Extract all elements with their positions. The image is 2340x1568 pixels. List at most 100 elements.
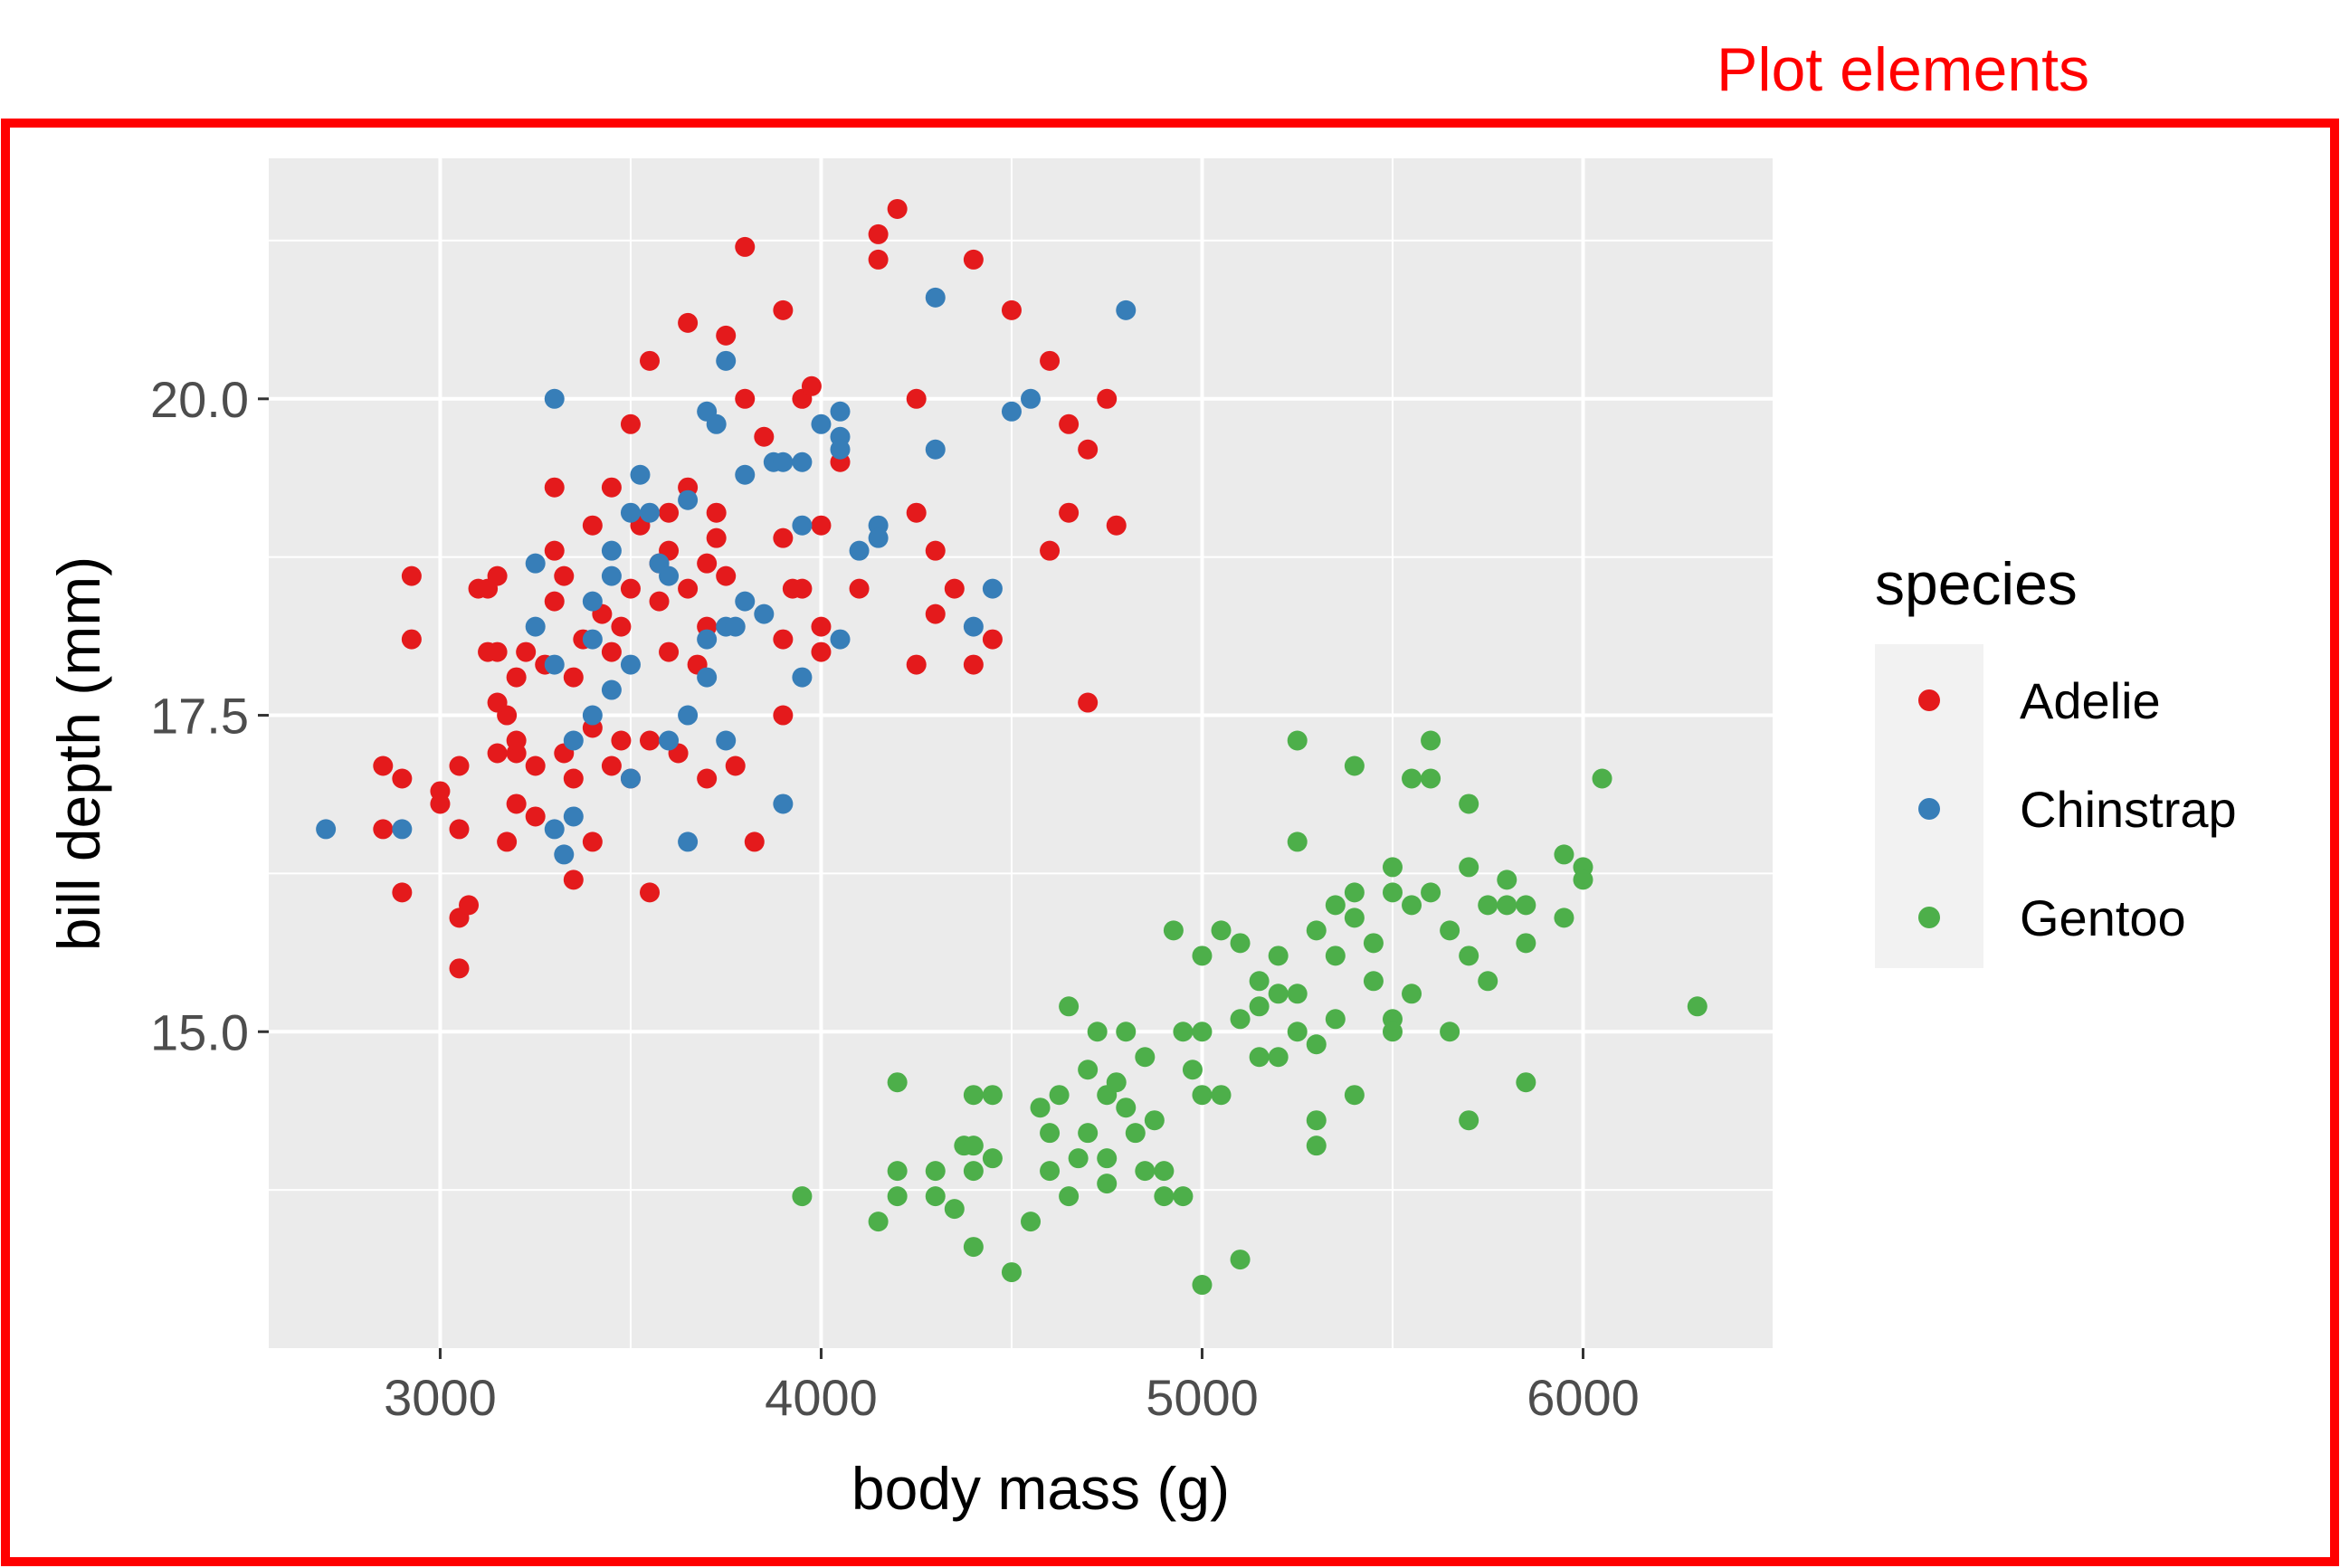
point-adelie [554, 565, 575, 586]
point-gentoo [1001, 1262, 1022, 1283]
point-gentoo [982, 1148, 1003, 1169]
point-adelie [563, 667, 584, 688]
point-adelie [449, 819, 470, 840]
point-adelie [678, 312, 699, 333]
point-chinstrap [392, 819, 413, 840]
point-adelie [611, 616, 632, 637]
point-gentoo [1163, 920, 1184, 941]
point-adelie [640, 882, 661, 903]
point-adelie [868, 223, 889, 244]
y-axis-title: bill depth (mm) [45, 556, 112, 951]
point-chinstrap [982, 578, 1003, 599]
point-adelie [497, 832, 518, 852]
point-gentoo [887, 1186, 908, 1207]
point-gentoo [1192, 1275, 1213, 1296]
point-gentoo [1040, 1123, 1061, 1144]
point-gentoo [1182, 1060, 1203, 1080]
point-adelie [925, 603, 946, 624]
point-gentoo [982, 1085, 1003, 1106]
point-chinstrap [544, 654, 565, 675]
point-adelie [659, 502, 680, 523]
point-gentoo [1421, 768, 1441, 789]
point-gentoo [1478, 971, 1498, 992]
point-adelie [925, 540, 946, 561]
point-chinstrap [582, 629, 603, 650]
point-gentoo [1344, 755, 1365, 776]
point-chinstrap [830, 401, 851, 422]
point-adelie [659, 641, 680, 662]
point-chinstrap [630, 464, 651, 485]
point-chinstrap [582, 591, 603, 612]
point-gentoo [1116, 1098, 1137, 1118]
point-chinstrap [925, 287, 946, 308]
point-chinstrap [601, 679, 622, 700]
point-adelie [525, 755, 546, 776]
point-adelie [430, 794, 451, 814]
y-tick-label: 17.5 [150, 688, 249, 745]
y-axis-ticks: 15.0 17.5 20.0 [150, 371, 269, 1060]
point-chinstrap [620, 502, 641, 523]
point-gentoo [1459, 946, 1479, 966]
point-chinstrap [773, 794, 794, 814]
point-gentoo [1306, 1136, 1327, 1156]
point-gentoo [1059, 996, 1080, 1017]
point-chinstrap [640, 502, 661, 523]
point-chinstrap [678, 489, 699, 510]
point-gentoo [1230, 933, 1251, 954]
point-gentoo [1344, 908, 1365, 928]
point-gentoo [1382, 882, 1403, 903]
x-tick-label: 5000 [1146, 1369, 1259, 1426]
point-gentoo [1154, 1161, 1175, 1182]
point-gentoo [1249, 1047, 1270, 1068]
point-chinstrap [963, 616, 984, 637]
point-gentoo [1516, 895, 1536, 916]
point-chinstrap [659, 565, 680, 586]
point-adelie [506, 730, 527, 751]
point-chinstrap [716, 350, 737, 371]
point-gentoo [1268, 1047, 1289, 1068]
point-chinstrap [735, 591, 756, 612]
point-gentoo [1573, 870, 1593, 890]
point-chinstrap [1021, 388, 1042, 409]
point-gentoo [1459, 1110, 1479, 1131]
point-chinstrap [1001, 401, 1022, 422]
x-tick-label: 3000 [384, 1369, 497, 1426]
point-gentoo [1078, 1060, 1099, 1080]
point-adelie [582, 515, 603, 536]
point-adelie [716, 325, 737, 346]
point-adelie [887, 198, 908, 219]
point-gentoo [1440, 920, 1460, 941]
point-adelie [506, 794, 527, 814]
point-adelie [525, 806, 546, 827]
point-chinstrap [678, 705, 699, 726]
point-adelie [1040, 350, 1061, 371]
point-chinstrap [868, 527, 889, 548]
point-gentoo [887, 1161, 908, 1182]
point-gentoo [1135, 1161, 1156, 1182]
point-gentoo [963, 1085, 984, 1106]
y-tick-label: 15.0 [150, 1003, 249, 1060]
point-adelie [849, 578, 870, 599]
point-adelie [773, 629, 794, 650]
point-adelie [640, 730, 661, 751]
point-chinstrap [706, 413, 727, 434]
point-adelie [563, 768, 584, 789]
point-gentoo [1382, 857, 1403, 878]
point-adelie [601, 477, 622, 498]
point-adelie [801, 375, 822, 396]
point-gentoo [1459, 857, 1479, 878]
point-gentoo [1325, 895, 1346, 916]
point-gentoo [1173, 1186, 1194, 1207]
x-axis-ticks: 3000 4000 5000 6000 [384, 1348, 1640, 1426]
point-gentoo [925, 1161, 946, 1182]
point-gentoo [1192, 946, 1213, 966]
point-gentoo [1592, 768, 1612, 789]
point-gentoo [1211, 920, 1232, 941]
point-gentoo [1287, 984, 1308, 1004]
point-adelie [506, 667, 527, 688]
point-adelie [563, 870, 584, 890]
point-chinstrap [678, 832, 699, 852]
point-adelie [1097, 388, 1118, 409]
point-adelie [601, 755, 622, 776]
legend-label-adelie: Adelie [2020, 672, 2161, 729]
